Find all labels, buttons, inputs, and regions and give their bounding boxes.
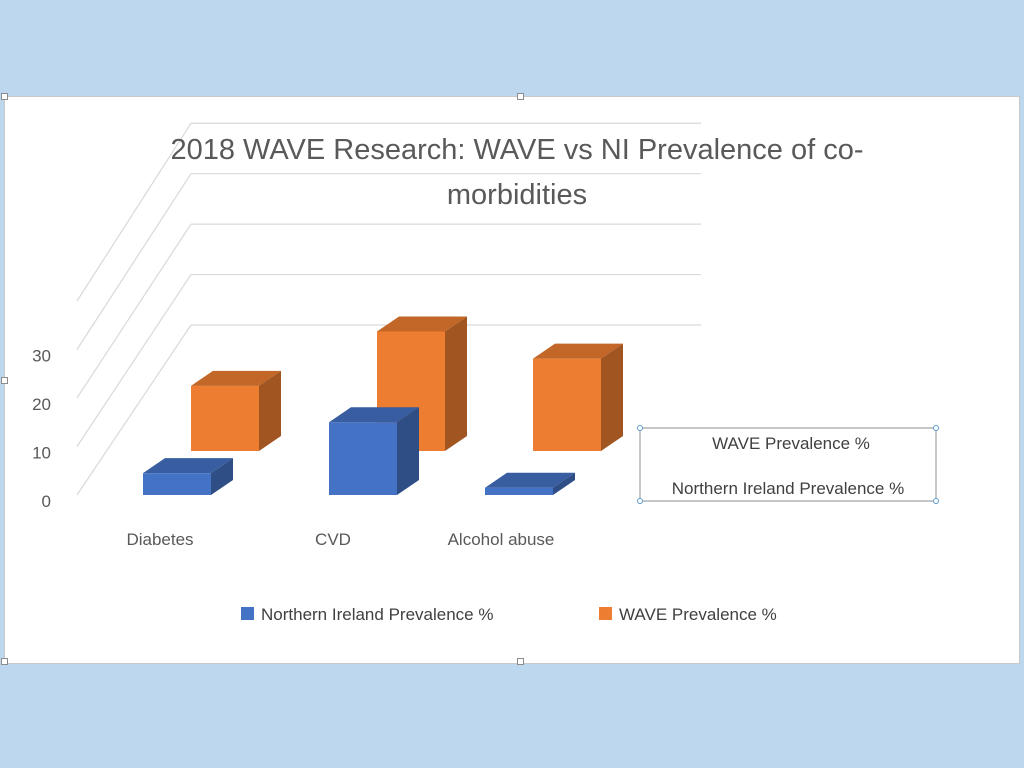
bar-side-face — [397, 407, 419, 495]
bar-side-face — [553, 472, 575, 495]
selection-handle[interactable] — [933, 425, 939, 431]
y-tick-label: 10 — [32, 444, 51, 463]
y-tick-label: 20 — [32, 395, 51, 414]
legend-swatch-ni — [241, 607, 254, 620]
gridline-depth — [76, 274, 192, 447]
gridline-depth — [76, 173, 192, 350]
bar-ni — [485, 472, 575, 495]
chart-frame[interactable]: 2018 WAVE Research: WAVE vs NI Prevalenc… — [1, 93, 1020, 665]
legend-label-ni: Northern Ireland Prevalence % — [261, 605, 493, 624]
gridline-depth — [76, 122, 192, 302]
legend: Northern Ireland Prevalence % WAVE Preva… — [241, 605, 777, 624]
bar-side-face — [601, 343, 623, 451]
gridline-depth — [76, 324, 192, 496]
y-axis-ticks: 0 10 20 30 — [32, 347, 51, 512]
bar-ni — [329, 407, 419, 495]
depth-axis-label-box[interactable]: WAVE Prevalence % Northern Ireland Preva… — [637, 425, 939, 504]
x-axis-ticks: Diabetes CVD Alcohol abuse — [126, 530, 554, 549]
x-tick-label: CVD — [315, 530, 351, 549]
y-tick-label: 0 — [42, 492, 51, 511]
chart-title-line-2: morbidities — [447, 179, 587, 211]
depth-label-wave: WAVE Prevalence % — [712, 434, 870, 453]
bar-wave — [533, 343, 623, 451]
bar-top-face — [533, 343, 623, 359]
depth-axis-label-border — [639, 427, 937, 502]
bar-front-face — [533, 358, 601, 451]
bar-top-face — [377, 316, 467, 332]
bar-side-face — [445, 316, 467, 451]
gridline-depth — [76, 223, 192, 399]
resize-handle-bottom-left[interactable] — [1, 658, 8, 665]
x-tick-label: Alcohol abuse — [448, 530, 555, 549]
resize-handle-left-middle[interactable] — [1, 377, 8, 384]
bar-top-face — [191, 370, 281, 386]
resize-handle-bottom-center[interactable] — [517, 658, 524, 665]
selection-handle[interactable] — [637, 498, 643, 504]
resize-handle-top-center[interactable] — [517, 93, 524, 100]
bar-front-face — [329, 422, 397, 495]
bar-side-face — [259, 370, 281, 451]
resize-handle-top-left[interactable] — [1, 93, 8, 100]
chart-canvas: 2018 WAVE Research: WAVE vs NI Prevalenc… — [32, 122, 939, 624]
bar-front-face — [143, 473, 211, 495]
bar-wave — [191, 370, 281, 451]
bar-ni — [143, 458, 233, 495]
bars — [143, 316, 623, 495]
legend-label-wave: WAVE Prevalence % — [619, 605, 777, 624]
selection-handle[interactable] — [637, 425, 643, 431]
selection-handle[interactable] — [933, 498, 939, 504]
bar-side-face — [211, 458, 233, 495]
bar-front-face — [485, 487, 553, 495]
depth-label-ni: Northern Ireland Prevalence % — [672, 479, 904, 498]
bar-front-face — [191, 385, 259, 451]
gridlines — [76, 122, 701, 496]
bar-top-face — [143, 458, 233, 474]
chart-title-line-1: 2018 WAVE Research: WAVE vs NI Prevalenc… — [170, 134, 863, 166]
y-tick-label: 30 — [32, 347, 51, 366]
legend-swatch-wave — [599, 607, 612, 620]
bar-top-face — [329, 407, 419, 423]
x-tick-label: Diabetes — [126, 530, 193, 549]
bar-top-face — [485, 472, 575, 488]
